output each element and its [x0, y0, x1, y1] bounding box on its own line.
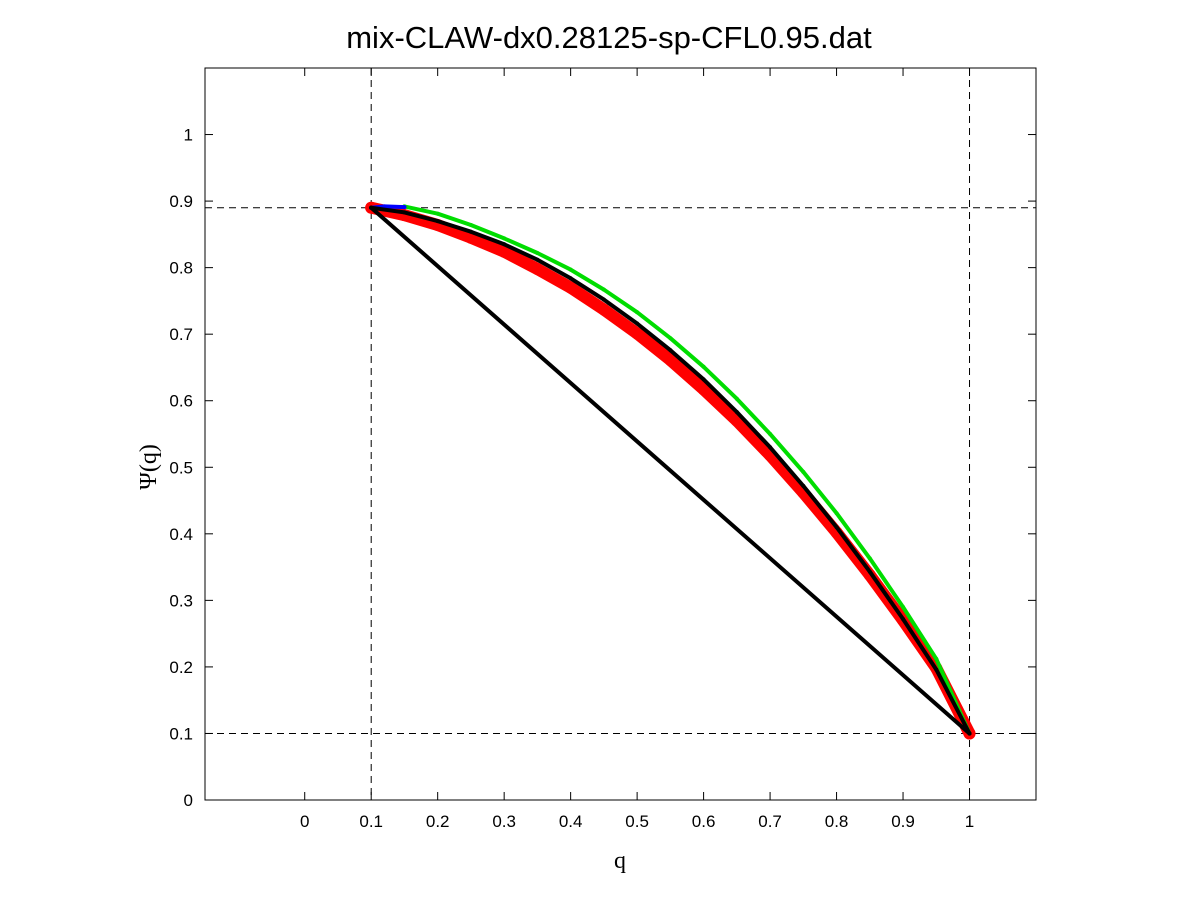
y-tick-label-5: 0.5: [169, 458, 193, 477]
y-tick-label-1: 0.1: [169, 724, 193, 743]
x-tick-label-2: 0.2: [426, 812, 450, 831]
series-line-1: [402, 204, 972, 736]
series-3-point-1: [402, 210, 407, 215]
series-3-point-6: [568, 276, 573, 281]
x-tick-label-10: 1: [965, 812, 974, 831]
series-3-point-4: [502, 242, 507, 247]
series-4-point-1: [967, 731, 972, 736]
series-2-point-2: [402, 205, 407, 210]
series-3-point-9: [668, 348, 673, 353]
y-tick-label-2: 0.2: [169, 658, 193, 677]
series-1-point-16: [934, 656, 939, 661]
series-1-point-8: [668, 336, 673, 341]
y-tick-label-8: 0.8: [169, 259, 193, 278]
series-1-point-5: [568, 267, 573, 272]
x-tick-label-9: 0.9: [891, 812, 915, 831]
series-2-point-1: [382, 204, 387, 209]
series-1-point-3: [502, 236, 507, 241]
series-1-point-9: [701, 364, 706, 369]
series-1-point-15: [901, 605, 905, 609]
series-0-point-6: [564, 281, 577, 294]
x-tick-label-7: 0.7: [758, 812, 782, 831]
plot-frame: [204, 67, 1037, 801]
chart-title: mix-CLAW-dx0.28125-sp-CFL0.95.dat: [346, 20, 872, 55]
series-0-point-8: [631, 327, 644, 340]
series-1-point-2: [468, 223, 473, 227]
y-tick-label-4: 0.4: [169, 525, 193, 544]
x-tick-label-6: 0.6: [692, 812, 716, 831]
x-axis-label: q: [614, 848, 626, 874]
series-1-point-7: [635, 310, 640, 315]
plot-area: 0 0.1 0.2 0.3 0.4 0.5 0.6 0.7 0.8 0.9 1 0 0.1 0.2 0.3 0…: [169, 67, 1037, 831]
x-tick-label-5: 0.5: [625, 812, 649, 831]
series-1-point-10: [734, 396, 739, 401]
series-3-point-13: [801, 483, 806, 488]
y-tick-label-9: 0.9: [169, 192, 193, 211]
series-1-point-11: [768, 432, 773, 436]
series-1-point-14: [867, 556, 872, 561]
y-tick-label-10: 1: [184, 126, 193, 145]
series-1-point-6: [601, 287, 606, 292]
series-1-point-12: [801, 469, 806, 474]
series-0-point-7: [597, 303, 610, 316]
y-tick-label-6: 0.6: [169, 392, 193, 411]
y-tick-label-7: 0.7: [169, 325, 193, 344]
y-tick-label-3: 0.3: [169, 591, 193, 610]
series-1-point-4: [535, 251, 540, 255]
series-0-point-10: [697, 383, 710, 396]
series-4-point-0: [369, 205, 374, 210]
series-1-point-1: [435, 211, 440, 216]
series-3-point-12: [768, 445, 773, 450]
x-tick-label-1: 0.1: [359, 812, 383, 831]
series-3-point-10: [701, 377, 706, 382]
series-3-point-15: [867, 569, 872, 574]
y-axis-label: Ψ(q): [136, 444, 162, 490]
series-3-point-5: [535, 257, 540, 262]
x-tick-label-4: 0.4: [559, 812, 583, 831]
x-tick-label-3: 0.3: [492, 812, 516, 831]
series-3-point-3: [468, 229, 473, 234]
series-1-point-13: [834, 511, 839, 516]
y-tick-label-0: 0: [184, 791, 193, 810]
series-3-point-8: [635, 321, 640, 326]
x-tick-label-8: 0.8: [825, 812, 849, 831]
series-3-point-17: [934, 667, 939, 672]
series-3-point-16: [901, 617, 905, 621]
series-0-point-9: [664, 354, 677, 367]
series-3-point-11: [734, 410, 739, 414]
series-0-point-4: [498, 245, 511, 258]
series-3-point-14: [834, 525, 839, 530]
series-line-4: [369, 205, 972, 736]
series-0-point-5: [531, 263, 544, 275]
x-tick-label-0: 0: [300, 812, 309, 831]
series-3-point-7: [601, 297, 606, 302]
series-3-point-2: [435, 219, 440, 224]
